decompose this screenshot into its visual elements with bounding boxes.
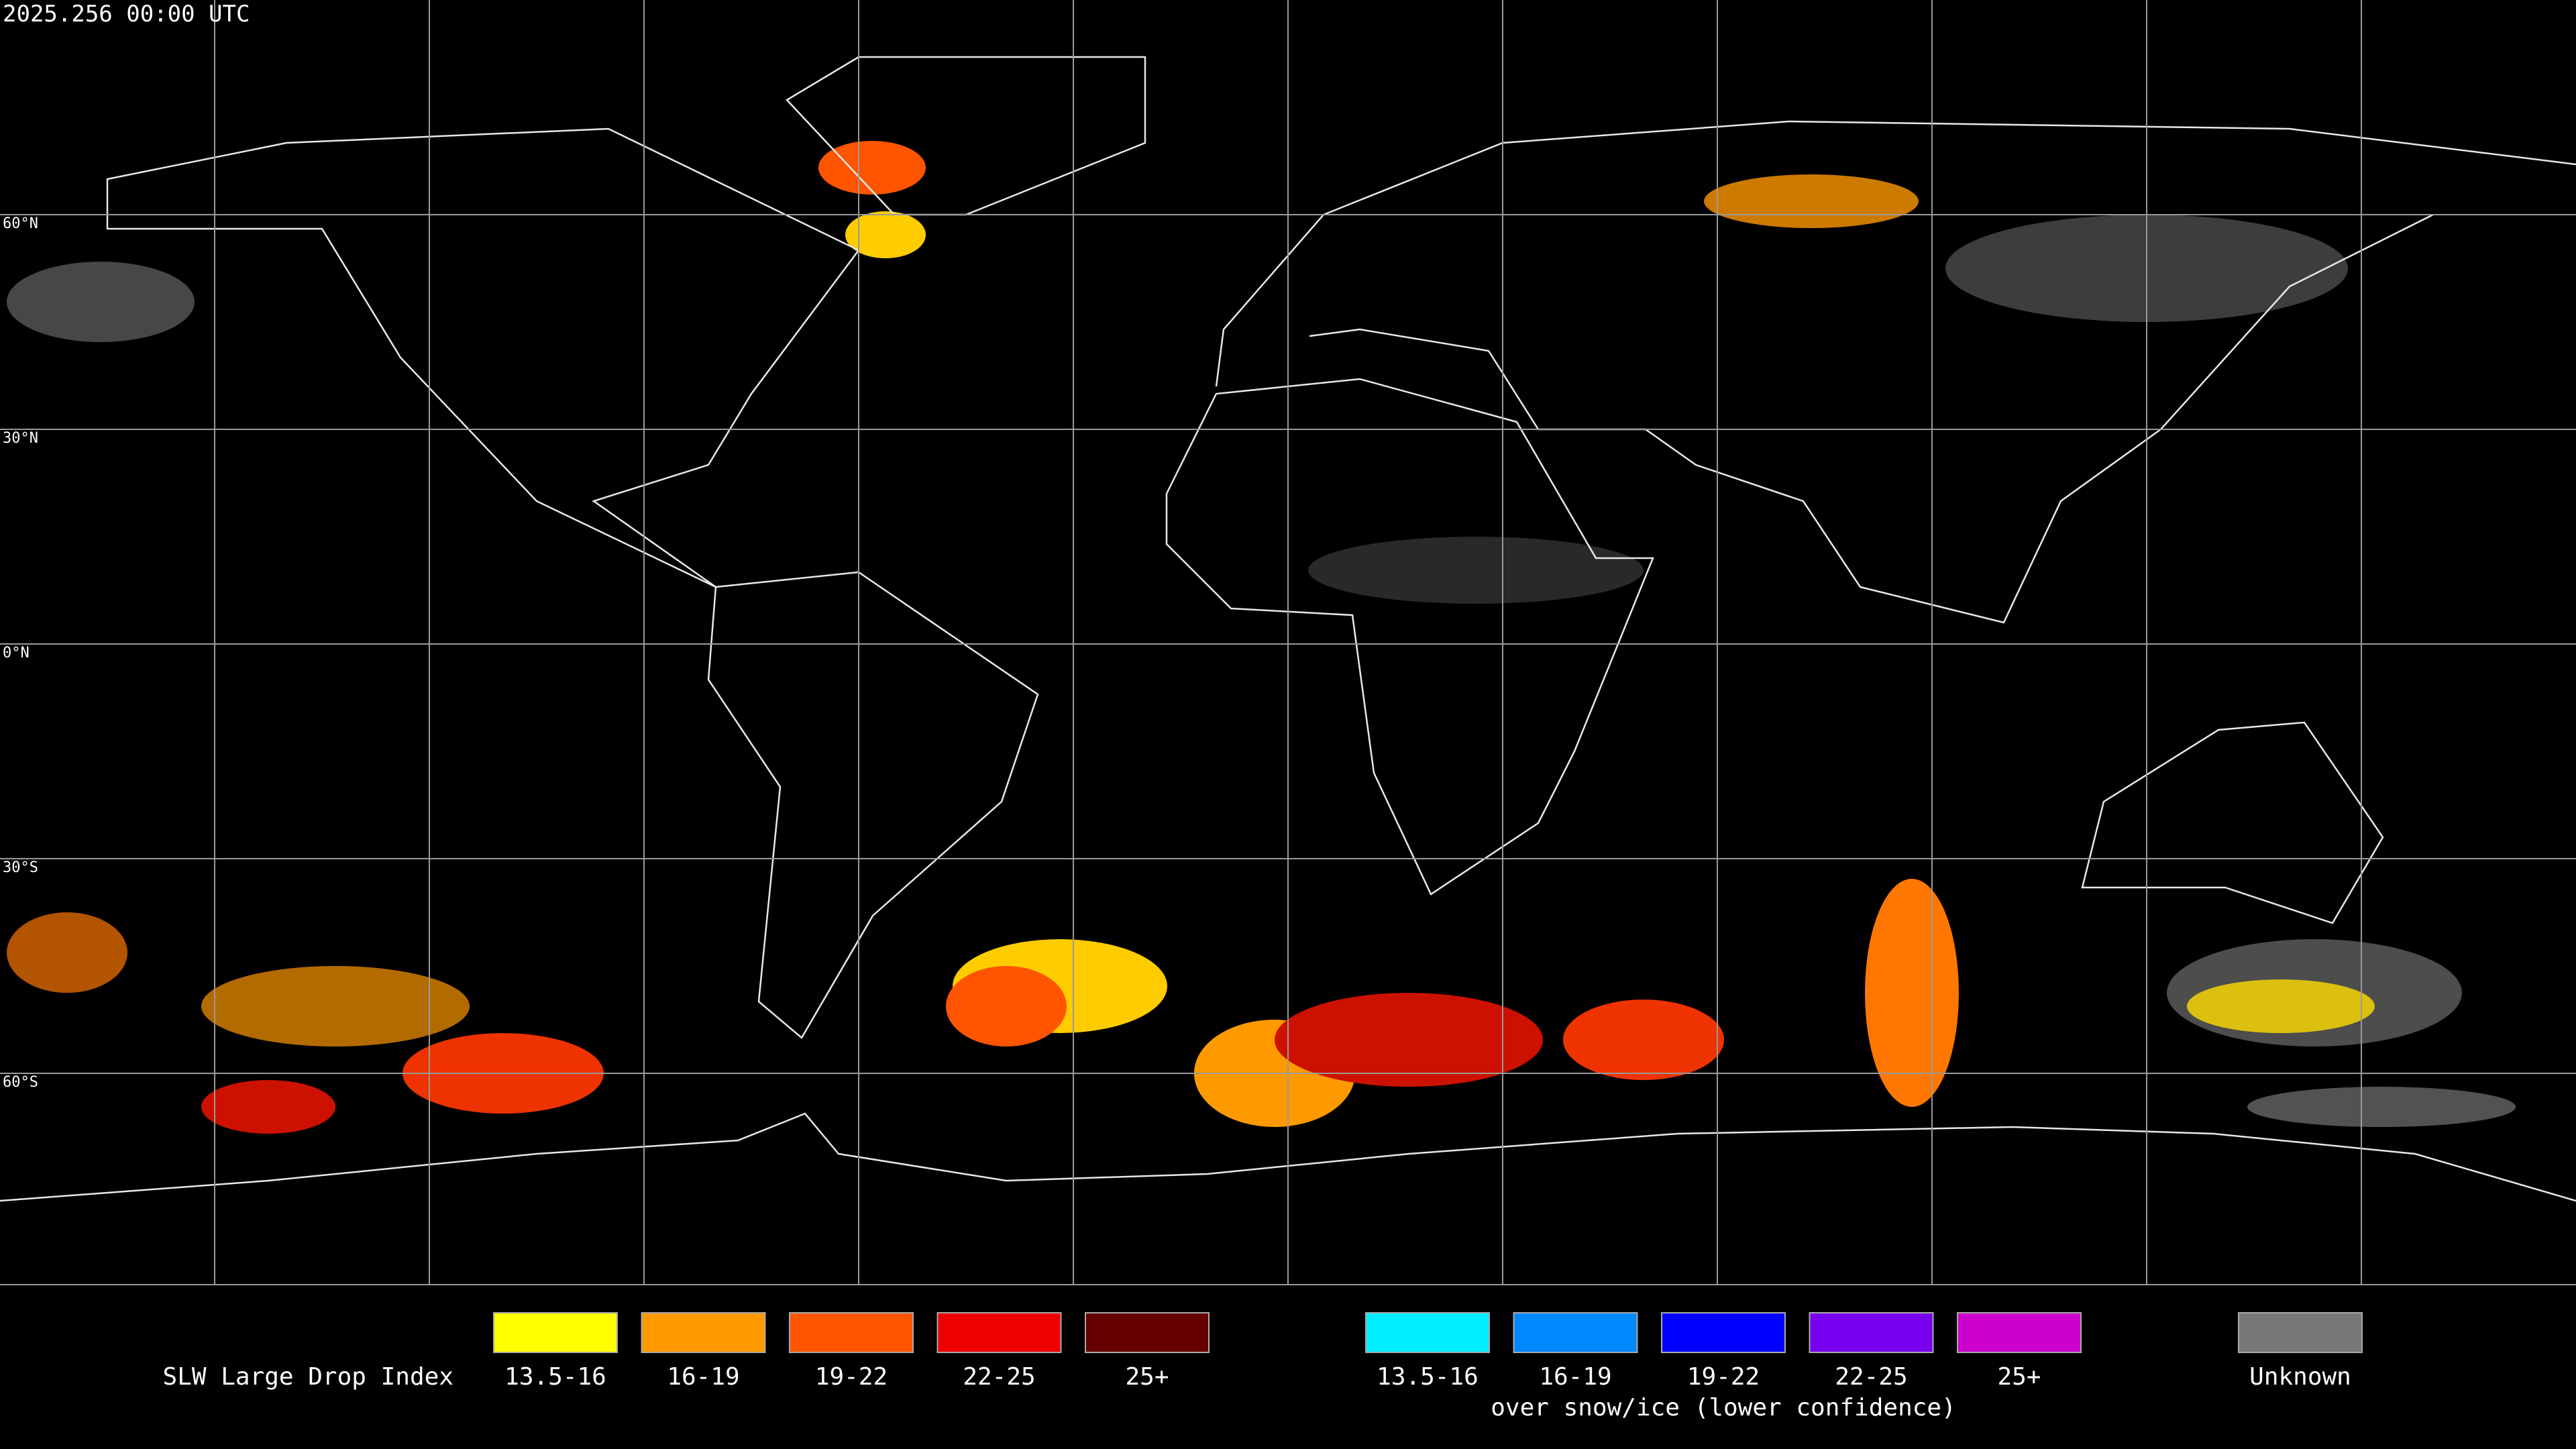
lat-label: 30°S [3, 859, 38, 876]
data-patch [2247, 1087, 2516, 1127]
data-patch [946, 966, 1067, 1046]
lat-labels: 60°N 30°N 0°N 30°S 60°S [3, 215, 38, 1091]
data-patch [1563, 1000, 1724, 1080]
data-patch [1275, 993, 1543, 1087]
coastline [1165, 378, 1654, 896]
data-patch [201, 1080, 335, 1134]
legend-swatch [936, 1312, 1062, 1353]
data-patch [7, 262, 195, 342]
legend-label: 16-19 [667, 1363, 739, 1391]
timestamp: 2025.256 00:00 UTC [3, 1, 250, 28]
data-patch [845, 211, 926, 258]
legend-label: 16-19 [1539, 1363, 1611, 1391]
legend-label: 19-22 [1687, 1363, 1760, 1391]
coastline [106, 127, 860, 588]
legend-swatch [493, 1312, 618, 1353]
legend-title: SLW Large Drop Index [163, 1363, 453, 1391]
legend-swatch [1513, 1312, 1638, 1353]
data-patch [201, 966, 470, 1046]
legend-label: 25+ [1997, 1363, 2041, 1391]
cloud-data [7, 141, 2516, 1134]
legend-swatch [641, 1312, 766, 1353]
legend-label: 25+ [1125, 1363, 1169, 1391]
legend-label: Unknown [2249, 1363, 2351, 1391]
legend: 13.5-16 16-19 19-22 22-25 25+ 13.5-16 16-19 19-… [493, 1312, 2363, 1421]
legend-note: over snow/ice (lower confidence) [1491, 1394, 1956, 1421]
data-patch [7, 912, 127, 993]
legend-swatch [1365, 1312, 1490, 1353]
data-patch [2187, 979, 2375, 1033]
legend-label: 13.5-16 [504, 1363, 606, 1391]
graticule [0, 0, 2576, 1285]
legend-label: 13.5-16 [1377, 1363, 1479, 1391]
legend-swatch [2238, 1312, 2363, 1353]
legend-swatch [1085, 1312, 1210, 1353]
legend-label: 22-25 [1835, 1363, 1907, 1391]
legend-swatch [1957, 1312, 2082, 1353]
coastline [2081, 721, 2384, 924]
lat-label: 30°N [3, 430, 38, 447]
data-patch [1865, 879, 1959, 1107]
data-patch [1308, 537, 1644, 604]
data-patch [818, 141, 926, 195]
data-patch [1704, 174, 1919, 228]
lat-label: 60°N [3, 215, 38, 232]
legend-swatch [1809, 1312, 1934, 1353]
coastline [0, 1112, 2576, 1202]
legend-label: 19-22 [815, 1363, 888, 1391]
legend-swatch [789, 1312, 914, 1353]
legend-label: 22-25 [963, 1363, 1035, 1391]
lat-label: 60°S [3, 1074, 38, 1091]
legend-swatch [1661, 1312, 1786, 1353]
lat-label: 0°N [3, 645, 30, 661]
coastline [707, 571, 1039, 1039]
